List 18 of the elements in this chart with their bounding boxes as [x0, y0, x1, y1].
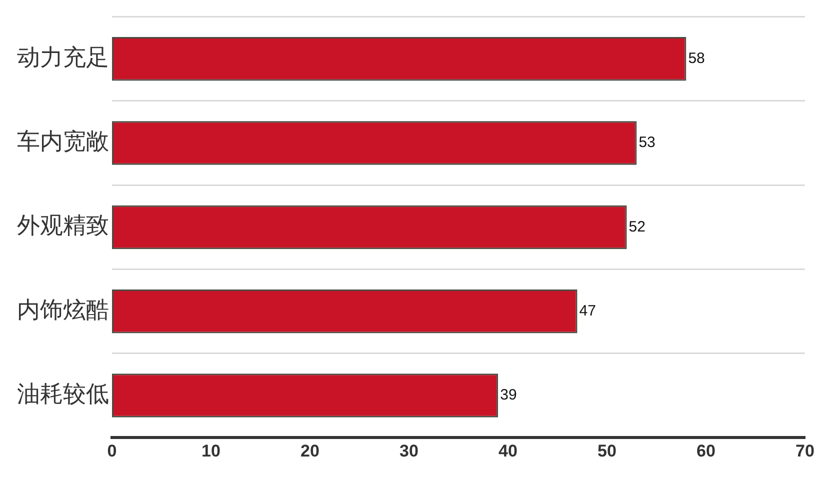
- x-tick-label: 70: [796, 441, 814, 460]
- data-label: 39: [500, 386, 517, 404]
- data-label: 47: [579, 302, 596, 320]
- y-tick-label: 动力充足: [17, 44, 109, 71]
- x-tick-label: 60: [696, 441, 716, 460]
- x-tick-label: 50: [598, 441, 616, 460]
- y-tick-label: 车内宽敞: [17, 129, 109, 156]
- x-tick-label: 20: [300, 441, 320, 460]
- data-label: 52: [628, 218, 646, 236]
- data-label: 58: [688, 50, 705, 68]
- data-label: 53: [638, 134, 656, 152]
- x-tick-label: 0: [107, 441, 117, 460]
- x-tick-label: 40: [498, 441, 518, 460]
- y-tick-label: 内饰炫酷: [17, 297, 109, 324]
- x-tick-label: 30: [400, 441, 418, 460]
- x-tick-label: 10: [202, 441, 220, 460]
- y-tick-label: 油耗较低: [17, 381, 109, 408]
- y-tick-label: 外观精致: [17, 213, 109, 240]
